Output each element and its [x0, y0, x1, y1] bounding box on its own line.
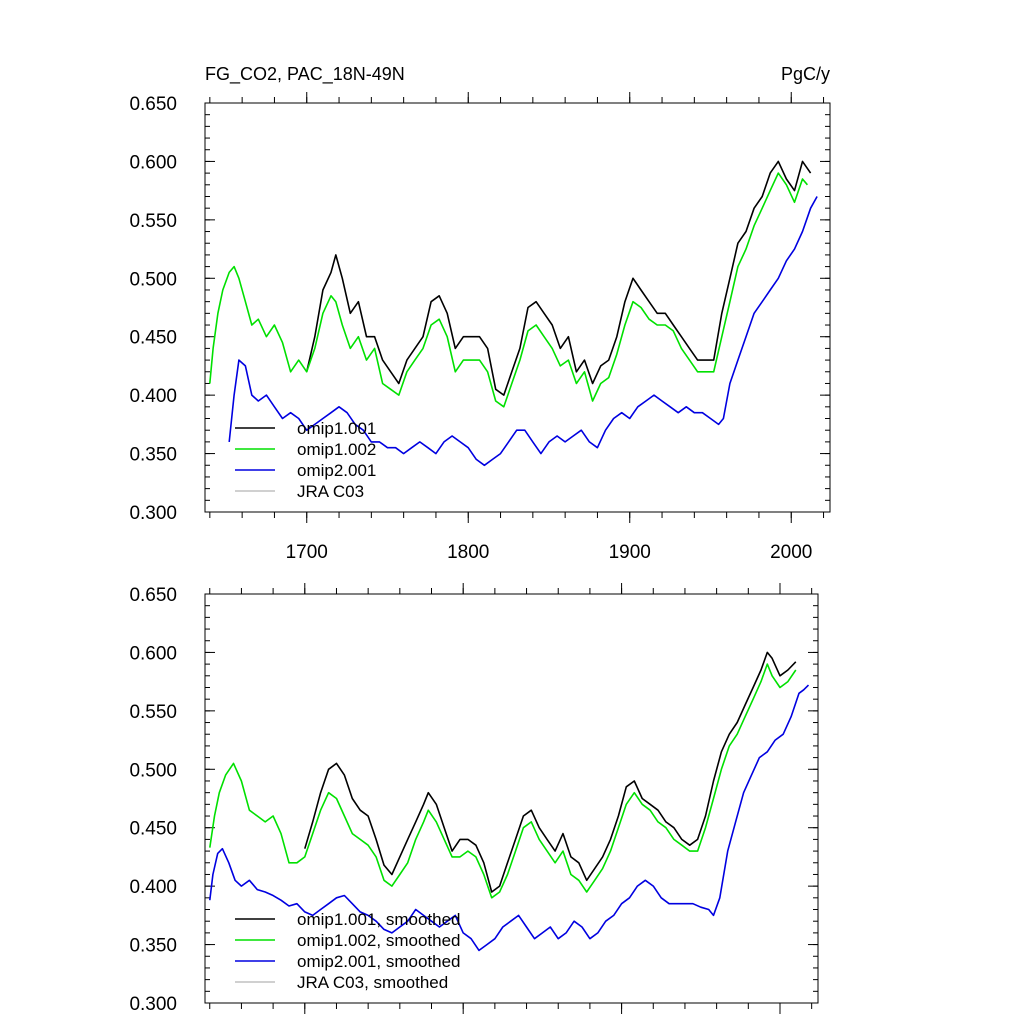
- y-tick-label: 0.550: [129, 211, 177, 232]
- series-line-3: [209, 684, 810, 952]
- legend-label: omip2.001: [297, 461, 376, 480]
- y-tick-label: 0.300: [129, 994, 177, 1015]
- x-tick-label: 2000: [770, 542, 812, 563]
- legend-label: omip2.001, smoothed: [297, 952, 461, 971]
- y-tick-label: 0.350: [129, 936, 177, 957]
- series-line-2: [209, 663, 797, 899]
- y-tick-label: 0.400: [129, 386, 177, 407]
- legend-label: omip1.001: [297, 419, 376, 438]
- header: FG_CO2, PAC_18N-49N PgC/y: [205, 64, 830, 85]
- series-line-3: [228, 196, 818, 467]
- y-tick-label: 0.650: [129, 585, 177, 606]
- legend-label: JRA C03: [297, 482, 364, 501]
- legend: omip1.001, smoothed omip1.002, smoothed om…: [235, 910, 461, 992]
- plot-frame: [204, 593, 819, 1004]
- plot-frame: [204, 102, 831, 513]
- legend-label: omip1.002: [297, 440, 376, 459]
- legend-label: JRA C03, smoothed: [297, 973, 448, 992]
- legend: omip1.001 omip1.002 omip2.001 JRA C03: [235, 419, 376, 501]
- y-tick-label: 0.650: [129, 94, 177, 115]
- chart-title: FG_CO2, PAC_18N-49N: [205, 64, 405, 85]
- y-tick-label: 0.600: [129, 152, 177, 173]
- series-line-2: [209, 172, 809, 408]
- units-label: PgC/y: [781, 64, 830, 84]
- legend-label: omip1.002, smoothed: [297, 931, 461, 950]
- x-tick-label: 1800: [447, 542, 489, 563]
- x-tick-label: 1700: [286, 542, 328, 563]
- y-tick-label: 0.300: [129, 503, 177, 524]
- y-tick-label: 0.450: [129, 819, 177, 840]
- y-tick-label: 0.450: [129, 328, 177, 349]
- series-line-1: [304, 651, 797, 893]
- bottom-plot: 0.300 0.350 0.400 0.450 0.500 0.550 0.600 0.650…: [129, 583, 819, 1015]
- y-tick-label: 0.500: [129, 269, 177, 290]
- legend-label: omip1.001, smoothed: [297, 910, 461, 929]
- y-tick-label: 0.350: [129, 445, 177, 466]
- y-tick-label: 0.550: [129, 702, 177, 723]
- y-tick-label: 0.400: [129, 877, 177, 898]
- x-tick-label: 1900: [609, 542, 651, 563]
- series-line-1: [305, 160, 812, 396]
- top-plot: 0.300 0.350 0.400 0.450 0.500 0.550 0.600 0.650…: [129, 92, 831, 563]
- y-tick-label: 0.500: [129, 760, 177, 781]
- y-tick-label: 0.600: [129, 643, 177, 664]
